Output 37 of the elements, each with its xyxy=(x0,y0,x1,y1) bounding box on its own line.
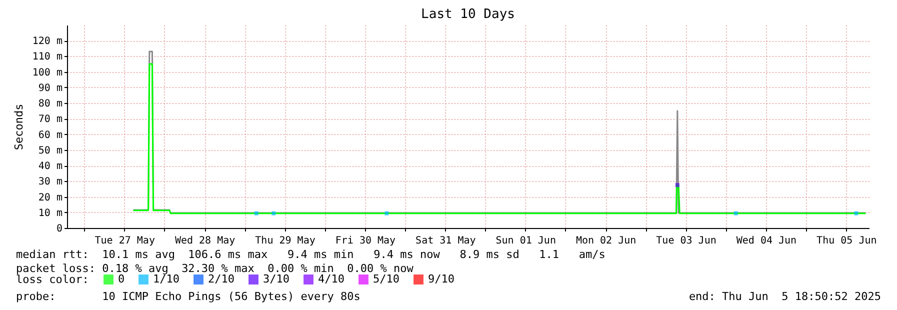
y-tick-label: 110 m xyxy=(32,52,62,63)
legend-label: 1/10 xyxy=(153,272,180,286)
x-tick-label: Tue 03 Jun xyxy=(656,236,716,246)
x-tick-label: Wed 28 May xyxy=(174,236,236,246)
x-tick-label: Tue 27 May xyxy=(94,236,155,246)
y-tick-label: 100 m xyxy=(32,67,62,78)
y-tick-label: 120 m xyxy=(32,36,62,48)
y-tick-label: 10 m xyxy=(38,208,62,219)
x-tick-label: Thu 05 Jun xyxy=(816,236,877,246)
y-tick-label: 90 m xyxy=(38,82,62,94)
legend-title: loss color: xyxy=(16,273,89,286)
x-tick-label: Mon 02 Jun xyxy=(576,236,636,246)
text: end: Thu Jun 5 18:50:52 2025 xyxy=(688,290,881,303)
y-axis-title: Seconds xyxy=(12,104,26,150)
x-tick-label: Fri 30 May xyxy=(335,236,396,246)
text: probe: 10 ICMP Echo Pings (56 Bytes) every 80s xyxy=(16,290,360,303)
x-tick-label: Wed 04 Jun xyxy=(736,236,797,246)
legend-label: 2/10 xyxy=(208,272,234,286)
legend-label: 4/10 xyxy=(318,272,344,286)
text: median rtt: 10.1 ms avg 106.6 ms max 9.4 ms min 9.4 ms now 8.9 ms sd 1.1 am/s xyxy=(16,248,606,261)
legend-label: 3/10 xyxy=(263,272,290,286)
text: packet loss: 0.18 % avg 32.30 % max 0.00 % min 0.00 % now xyxy=(16,262,414,275)
legend-label: 9/10 xyxy=(428,272,454,286)
legend-label: 0 xyxy=(118,272,125,286)
legend-label: 5/10 xyxy=(373,272,400,286)
x-tick-label: Thu 29 May xyxy=(255,236,316,246)
y-tick-label: 80 m xyxy=(38,98,62,110)
y-tick-label: 70 m xyxy=(38,114,62,126)
y-tick-label: 20 m xyxy=(38,192,62,204)
y-tick-label: 0 xyxy=(56,224,62,234)
chart-title: Last 10 Days xyxy=(421,7,515,22)
y-tick-label: 40 m xyxy=(38,161,62,172)
x-tick-label: Sat 31 May xyxy=(416,236,476,246)
y-tick-label: 50 m xyxy=(38,145,62,156)
y-tick-label: 60 m xyxy=(38,130,62,141)
y-tick-label: 30 m xyxy=(38,176,62,188)
x-tick-label: Sun 01 Jun xyxy=(496,236,556,246)
